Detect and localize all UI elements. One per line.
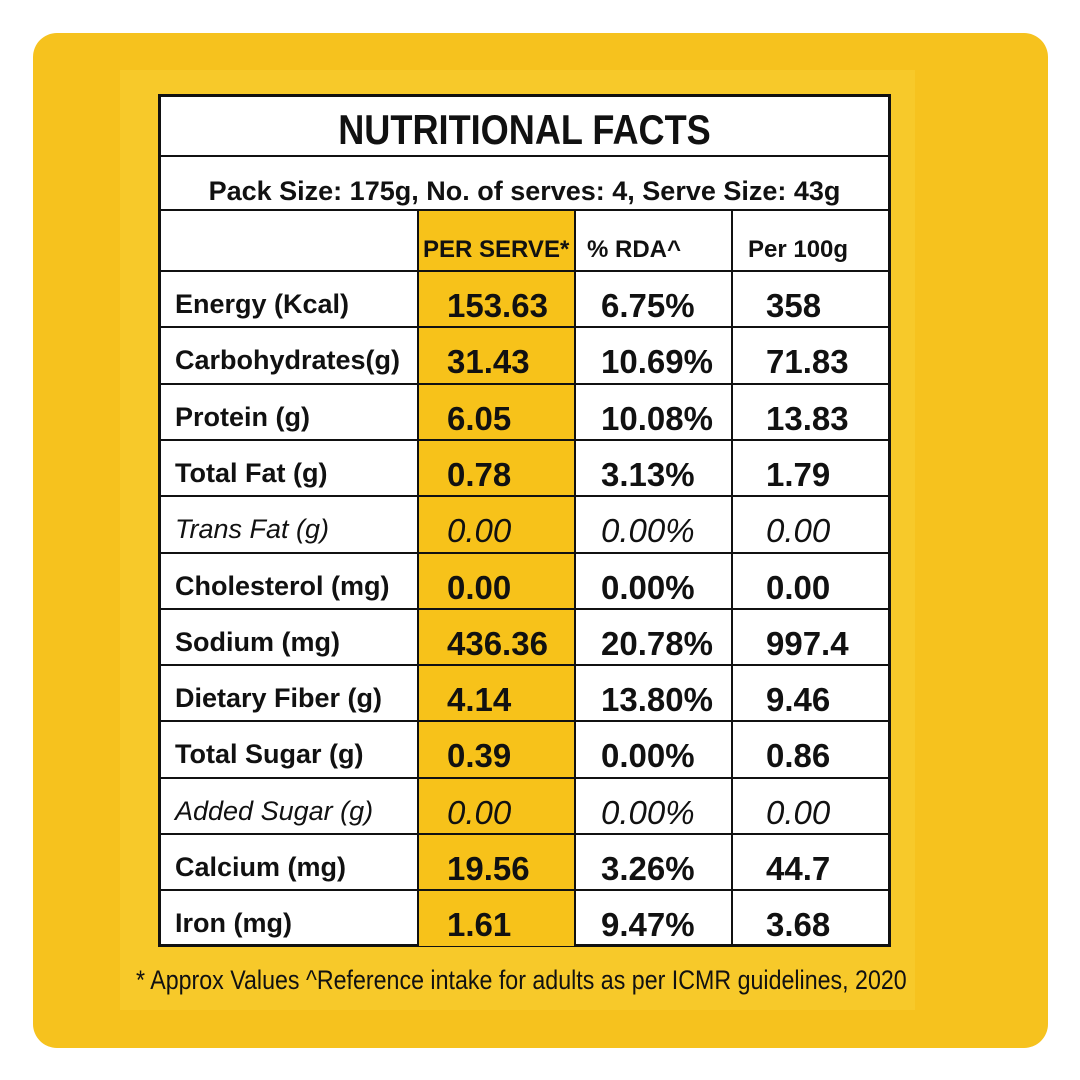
value-rda: 20.78% xyxy=(601,624,713,662)
nutrient-label: Trans Fat (g) xyxy=(175,514,330,545)
value-rda: 0.00% xyxy=(601,568,695,606)
divider xyxy=(161,270,888,272)
column-divider xyxy=(574,210,576,946)
nutrient-label: Added Sugar (g) xyxy=(175,795,374,826)
nutrient-label: Cholesterol (mg) xyxy=(175,570,390,601)
footnote: * Approx Values ^Reference intake for ad… xyxy=(136,965,907,995)
divider xyxy=(161,209,888,211)
divider xyxy=(161,776,888,779)
divider xyxy=(161,607,888,610)
table-row: Protein (g) 6.05 10.08% 13.83 xyxy=(161,385,888,442)
divider xyxy=(161,382,888,385)
value-per-100g: 1.79 xyxy=(766,455,831,493)
header-rda: % RDA^ xyxy=(587,236,682,263)
pack-info: Pack Size: 175g, No. of serves: 4, Serve… xyxy=(208,176,841,206)
divider xyxy=(161,889,888,892)
table-row: Iron (mg) 1.61 9.47% 3.68 xyxy=(161,891,888,948)
value-rda: 6.75% xyxy=(601,287,695,324)
value-rda: 0.00% xyxy=(601,793,695,831)
table-row: Calcium (mg) 19.56 3.26% 44.7 xyxy=(161,835,888,892)
nutrient-label: Total Fat (g) xyxy=(175,457,328,488)
column-divider xyxy=(417,210,419,946)
divider xyxy=(161,720,888,723)
divider xyxy=(161,551,888,554)
divider xyxy=(161,326,888,329)
value-per-100g: 358 xyxy=(766,287,822,324)
value-per-serve: 436.36 xyxy=(447,624,548,662)
value-rda: 3.13% xyxy=(601,455,695,493)
value-rda: 9.47% xyxy=(601,906,695,944)
table-row: Energy (Kcal) 153.63 6.75% 358 xyxy=(161,272,888,329)
value-per-100g: 997.4 xyxy=(766,624,849,662)
table-title: NUTRITIONAL FACTS xyxy=(338,106,711,153)
value-per-serve: 4.14 xyxy=(447,681,512,719)
table-row: Carbohydrates(g) 31.43 10.69% 71.83 xyxy=(161,328,888,385)
divider xyxy=(161,155,888,157)
table-row: Total Sugar (g) 0.39 0.00% 0.86 xyxy=(161,722,888,779)
nutrient-label: Dietary Fiber (g) xyxy=(175,683,383,714)
value-per-serve: 0.00 xyxy=(447,512,512,550)
value-per-100g: 0.86 xyxy=(766,737,831,775)
value-rda: 3.26% xyxy=(601,850,695,887)
nutrition-table: NUTRITIONAL FACTS Pack Size: 175g, No. o… xyxy=(158,94,891,947)
divider xyxy=(161,495,888,498)
value-per-100g: 44.7 xyxy=(766,850,831,887)
value-per-serve: 0.00 xyxy=(447,568,512,606)
nutrient-label: Iron (mg) xyxy=(175,908,292,939)
value-per-serve: 1.61 xyxy=(447,906,512,944)
value-rda: 10.08% xyxy=(601,399,713,437)
table-row: Cholesterol (mg) 0.00 0.00% 0.00 xyxy=(161,554,888,611)
value-rda: 10.69% xyxy=(601,343,713,381)
value-per-100g: 0.00 xyxy=(766,793,831,831)
divider xyxy=(161,833,888,835)
value-per-100g: 0.00 xyxy=(766,568,831,606)
table-row: Trans Fat (g) 0.00 0.00% 0.00 xyxy=(161,497,888,554)
value-per-100g: 3.68 xyxy=(766,906,831,944)
value-per-serve: 0.00 xyxy=(447,793,512,831)
nutrient-label: Sodium (mg) xyxy=(175,626,340,657)
divider xyxy=(161,664,888,667)
table-row: Added Sugar (g) 0.00 0.00% 0.00 xyxy=(161,779,888,836)
value-per-serve: 0.39 xyxy=(447,737,512,775)
per-serve-highlight xyxy=(418,210,574,946)
value-per-serve: 153.63 xyxy=(447,287,548,324)
value-rda: 0.00% xyxy=(601,512,695,550)
value-per-100g: 0.00 xyxy=(766,512,831,550)
nutrient-label: Protein (g) xyxy=(175,401,310,432)
value-per-serve: 31.43 xyxy=(447,343,530,381)
value-per-serve: 6.05 xyxy=(447,399,512,437)
value-rda: 13.80% xyxy=(601,681,713,719)
value-per-serve: 0.78 xyxy=(447,455,512,493)
nutrient-label: Energy (Kcal) xyxy=(175,289,350,319)
table-row: Dietary Fiber (g) 4.14 13.80% 9.46 xyxy=(161,666,888,723)
value-rda: 0.00% xyxy=(601,737,695,775)
nutrient-label: Total Sugar (g) xyxy=(175,739,364,770)
table-row: Sodium (mg) 436.36 20.78% 997.4 xyxy=(161,610,888,667)
value-per-100g: 71.83 xyxy=(766,343,849,381)
value-per-100g: 13.83 xyxy=(766,399,849,437)
value-per-serve: 19.56 xyxy=(447,850,530,887)
header-per-100g: Per 100g xyxy=(748,236,849,263)
value-per-100g: 9.46 xyxy=(766,681,831,719)
header-per-serve: PER SERVE* xyxy=(423,236,570,263)
column-divider xyxy=(731,210,733,946)
nutrient-label: Calcium (mg) xyxy=(175,852,347,882)
divider xyxy=(161,438,888,441)
table-row: Total Fat (g) 0.78 3.13% 1.79 xyxy=(161,441,888,498)
nutrient-label: Carbohydrates(g) xyxy=(175,345,401,376)
